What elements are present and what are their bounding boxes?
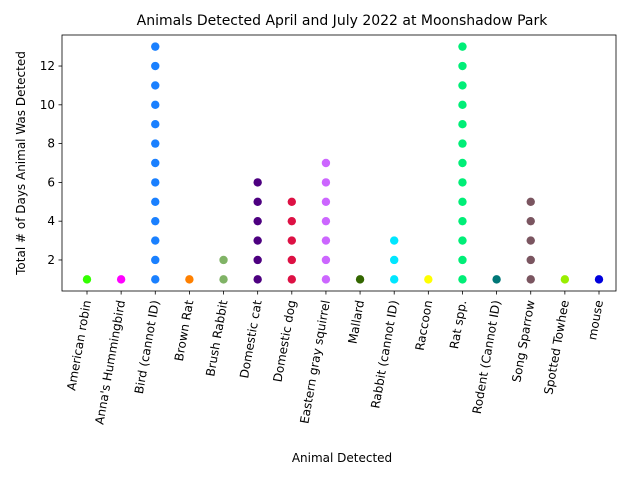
chart-title: Animals Detected April and July 2022 at … [137, 13, 549, 29]
data-point [492, 275, 501, 284]
x-tick-label: Rat spp. [447, 299, 469, 350]
data-point [458, 275, 467, 284]
data-point [151, 197, 160, 206]
data-point [321, 275, 331, 284]
data-point [253, 197, 262, 206]
data-point [458, 158, 467, 168]
data-point [151, 81, 160, 90]
data-point [287, 255, 296, 265]
data-point [219, 255, 228, 265]
data-point [458, 139, 467, 148]
data-point [253, 255, 262, 265]
data-point [594, 275, 604, 284]
data-point [458, 100, 467, 110]
data-point [151, 236, 160, 245]
data-point [151, 158, 160, 168]
data-point [287, 236, 296, 245]
y-tick-label: 8 [47, 137, 55, 151]
data-point [219, 275, 228, 284]
data-point [458, 81, 467, 90]
data-point [458, 42, 467, 51]
data-point [526, 236, 535, 245]
data-point [151, 100, 160, 110]
data-point [390, 236, 399, 245]
data-point [458, 178, 467, 187]
data-point [458, 236, 467, 245]
data-point [526, 216, 535, 226]
y-tick-label: 2 [47, 253, 55, 267]
data-point [287, 197, 296, 206]
data-point [321, 236, 331, 245]
data-point [151, 216, 160, 226]
y-tick-label: 10 [40, 98, 55, 112]
data-point [151, 255, 160, 265]
data-point [458, 197, 467, 206]
x-tick-label: Spotted Towhee [541, 299, 571, 396]
y-axis-ticks: 2 4 6 8 10 12 [40, 59, 62, 267]
data-point [151, 61, 160, 71]
x-tick-label: Domestic dog [271, 299, 299, 383]
data-point [253, 178, 262, 187]
data-point [253, 236, 262, 245]
x-tick-label: Song Sparrow [509, 299, 537, 383]
x-tick-label: Rodent (Cannot ID) [470, 299, 504, 415]
data-point [151, 275, 160, 284]
x-tick-label: mouse [585, 299, 606, 341]
x-axis-label: Animal Detected [292, 451, 392, 465]
x-tick-label: Rabbit (cannot ID) [368, 299, 401, 409]
x-tick-label: Bird (cannot ID) [132, 299, 162, 395]
data-point [116, 275, 126, 284]
data-point [321, 158, 331, 168]
data-point [458, 120, 467, 129]
plot-area [61, 34, 617, 292]
data-point [321, 197, 331, 206]
data-point [321, 216, 331, 226]
x-tick-label: Brush Rabbit [203, 299, 230, 378]
data-point [560, 275, 570, 284]
x-tick-label: Raccoon [413, 299, 436, 352]
data-point [424, 275, 433, 284]
y-tick-label: 12 [40, 59, 55, 73]
x-tick-label: Mallard [346, 299, 367, 345]
plot-frame [61, 34, 617, 292]
data-point [321, 255, 331, 265]
x-tick-label: American robin [64, 299, 94, 392]
data-point [151, 42, 160, 51]
data-points [82, 42, 604, 284]
data-point [287, 216, 296, 226]
data-point [526, 275, 535, 284]
data-point [253, 216, 262, 226]
data-point [185, 275, 194, 284]
data-point [390, 255, 399, 265]
data-point [321, 178, 331, 187]
y-axis-label: Total # of Days Animal Was Detected [14, 51, 28, 276]
data-point [355, 275, 365, 284]
data-point [287, 275, 296, 284]
data-point [458, 216, 467, 226]
data-point [253, 275, 262, 284]
data-point [151, 120, 160, 129]
x-tick-label: Anna's Hummingbird [92, 299, 128, 426]
y-tick-label: 4 [47, 214, 55, 228]
data-point [458, 61, 467, 71]
data-point [526, 255, 535, 265]
data-point [526, 197, 535, 206]
x-tick-label: Brown Rat [172, 299, 197, 362]
x-tick-label: Eastern gray squirrel [297, 299, 333, 425]
x-tick-label: Domestic cat [237, 299, 265, 380]
data-point [458, 255, 467, 265]
data-point [82, 275, 92, 284]
data-point [151, 178, 160, 187]
data-point [151, 139, 160, 148]
y-tick-label: 6 [47, 175, 55, 189]
data-point [390, 275, 399, 284]
